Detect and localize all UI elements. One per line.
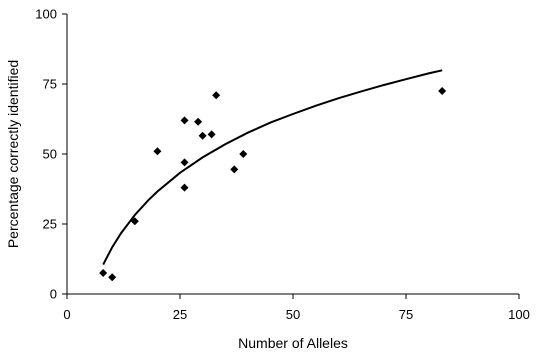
- data-point: [180, 116, 189, 125]
- data-points: [99, 87, 447, 282]
- data-point: [130, 217, 139, 226]
- y-tick-label: 25: [43, 217, 57, 232]
- fit-curve: [102, 69, 443, 266]
- data-point: [180, 158, 189, 167]
- x-tick-label: 75: [399, 307, 413, 322]
- y-tick-label: 0: [50, 287, 57, 302]
- y-tick-label: 50: [43, 147, 57, 162]
- x-tick-label: 0: [63, 307, 70, 322]
- x-ticks: 0 25 50 75 100: [63, 294, 530, 322]
- data-point: [180, 183, 189, 192]
- x-tick-label: 25: [173, 307, 187, 322]
- axes: [66, 14, 519, 295]
- data-point: [153, 147, 162, 156]
- data-point: [194, 117, 203, 126]
- x-axis-title: Number of Alleles: [238, 335, 348, 351]
- data-point: [108, 273, 117, 282]
- data-point: [239, 150, 248, 158]
- data-point: [207, 130, 216, 139]
- y-tick-label: 75: [43, 77, 57, 92]
- data-point: [212, 91, 221, 100]
- y-axis-title: Percentage correctly identified: [5, 60, 21, 248]
- y-ticks: 0 25 50 75 100: [35, 7, 67, 302]
- data-point: [99, 269, 108, 277]
- data-point: [230, 165, 239, 174]
- data-point: [198, 131, 207, 140]
- x-tick-label: 50: [286, 307, 300, 322]
- x-tick-label: 100: [508, 307, 530, 322]
- data-point: [438, 87, 447, 95]
- y-tick-label: 100: [35, 7, 57, 22]
